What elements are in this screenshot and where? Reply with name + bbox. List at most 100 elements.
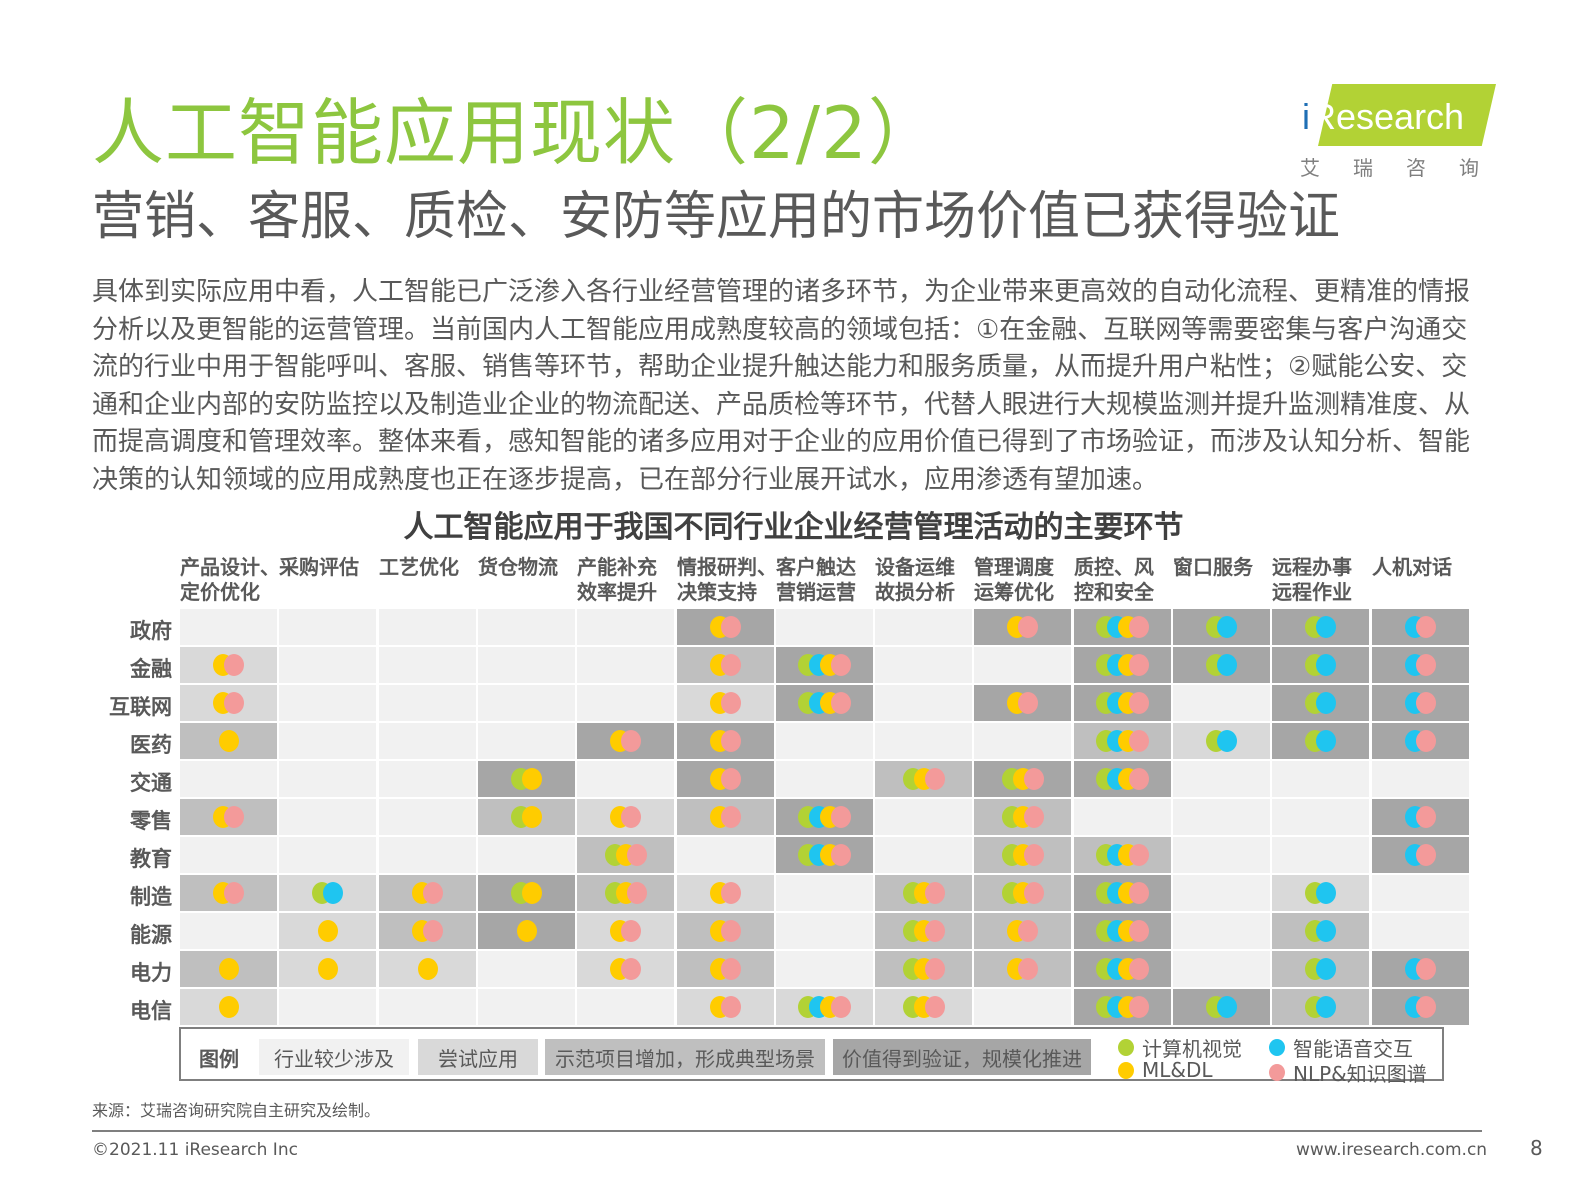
voice-dot-icon xyxy=(1316,730,1337,752)
nlp-dot-icon xyxy=(621,920,642,942)
matrix-cell xyxy=(279,913,377,949)
matrix-cell xyxy=(1372,761,1470,797)
nlp-dot-icon xyxy=(626,882,647,904)
nlp-dot-icon xyxy=(224,806,245,828)
matrix-cell xyxy=(1272,951,1370,987)
voice-dot-icon xyxy=(1316,616,1337,638)
nlp-dot-icon xyxy=(721,654,742,676)
nlp-dot-icon xyxy=(721,730,742,752)
website-link[interactable]: www.iresearch.com.cn xyxy=(1296,1140,1488,1160)
matrix-cell xyxy=(1074,761,1172,797)
legend-tech-cv: 计算机视觉 xyxy=(1118,1033,1242,1062)
column-header: 人机对话 xyxy=(1372,555,1452,579)
voice-dot-icon xyxy=(1217,996,1238,1018)
matrix-cell xyxy=(478,761,576,797)
nlp-dot-icon xyxy=(621,806,642,828)
legend-level-rare: 行业较少涉及 xyxy=(259,1039,409,1075)
voice-dot-icon xyxy=(1217,616,1238,638)
matrix-cell xyxy=(379,647,477,683)
matrix-cell xyxy=(1074,875,1172,911)
matrix-cell xyxy=(677,761,775,797)
nlp-dot-icon xyxy=(1416,730,1437,752)
matrix-cell xyxy=(974,761,1072,797)
matrix-cell xyxy=(180,951,278,987)
legend-tech-nlp: NLP&知识图谱 xyxy=(1269,1058,1427,1087)
nlp-dot-icon xyxy=(1129,616,1150,638)
matrix-cell xyxy=(1173,913,1271,949)
matrix-cell xyxy=(1372,609,1470,645)
ml-dl-dot-icon xyxy=(218,958,239,980)
legend-title: 图例 xyxy=(199,1047,239,1071)
matrix-cell xyxy=(1372,647,1470,683)
matrix-cell xyxy=(1372,723,1470,759)
nlp-dot-icon xyxy=(224,882,245,904)
matrix-cell xyxy=(379,837,477,873)
matrix-cell xyxy=(1173,837,1271,873)
nlp-dot-icon xyxy=(1023,768,1044,790)
matrix-cell xyxy=(1074,989,1172,1025)
column-header: 管理调度 运筹优化 xyxy=(974,555,1054,604)
nlp-dot-icon xyxy=(721,958,742,980)
matrix-cell xyxy=(1074,647,1172,683)
legend-level-trial: 尝试应用 xyxy=(418,1039,538,1075)
matrix-cell xyxy=(180,837,278,873)
matrix-cell xyxy=(1272,799,1370,835)
matrix-cell xyxy=(1372,951,1470,987)
legend: 图例 行业较少涉及 尝试应用 示范项目增加，形成典型场景 价值得到验证，规模化推… xyxy=(179,1027,1444,1086)
matrix-cell xyxy=(379,875,477,911)
voice-dot-icon xyxy=(323,882,344,904)
nlp-dot-icon xyxy=(831,692,852,714)
matrix-cell xyxy=(974,723,1072,759)
nlp-dot-icon xyxy=(224,692,245,714)
matrix-cell xyxy=(478,685,576,721)
voice-dot-icon xyxy=(1316,958,1337,980)
logo-banner xyxy=(1318,84,1496,146)
row-label: 交通 xyxy=(130,771,172,795)
green-dot-icon xyxy=(1118,1039,1134,1056)
matrix-cell xyxy=(875,761,973,797)
matrix-cell xyxy=(677,685,775,721)
nlp-dot-icon xyxy=(1416,692,1437,714)
matrix-cell xyxy=(875,799,973,835)
body-line: 具体到实际应用中看，人工智能已广泛渗入各行业经营管理的诸多环节，为企业带来更高效… xyxy=(92,277,1471,307)
matrix-cell xyxy=(1272,989,1370,1025)
matrix-cell xyxy=(1372,799,1470,835)
matrix-cell xyxy=(1372,989,1470,1025)
nlp-dot-icon xyxy=(1129,882,1150,904)
matrix-cell xyxy=(279,837,377,873)
nlp-dot-icon xyxy=(721,616,742,638)
nlp-dot-icon xyxy=(1129,654,1150,676)
voice-dot-icon xyxy=(1316,692,1337,714)
matrix-cell xyxy=(1074,609,1172,645)
matrix-cell xyxy=(1272,723,1370,759)
nlp-dot-icon xyxy=(924,768,945,790)
matrix-cell xyxy=(379,609,477,645)
matrix-cell xyxy=(776,989,874,1025)
matrix-cell xyxy=(478,875,576,911)
matrix-cell xyxy=(875,837,973,873)
matrix-cell xyxy=(379,913,477,949)
ml-dl-dot-icon xyxy=(317,920,338,942)
matrix-cell xyxy=(180,913,278,949)
matrix-cell xyxy=(1074,799,1172,835)
matrix-cell xyxy=(279,609,377,645)
nlp-dot-icon xyxy=(1129,920,1150,942)
matrix-cell xyxy=(974,913,1072,949)
matrix-cell xyxy=(577,951,675,987)
matrix-cell xyxy=(1372,875,1470,911)
matrix-cell xyxy=(1272,837,1370,873)
matrix-cell xyxy=(577,799,675,835)
logo-chinese-name: 艾瑞咨询 xyxy=(1300,156,1512,180)
matrix-cell xyxy=(776,875,874,911)
matrix-cell xyxy=(478,989,576,1025)
voice-dot-icon xyxy=(1316,996,1337,1018)
nlp-dot-icon xyxy=(1416,616,1437,638)
body-line: 决策的认知领域的应用成熟度也正在逐步提高，已在部分行业展开试水，应用渗透有望加速… xyxy=(92,464,1159,495)
matrix-cell xyxy=(776,609,874,645)
nlp-dot-icon xyxy=(831,806,852,828)
nlp-dot-icon xyxy=(1416,806,1437,828)
chart-title: 人工智能应用于我国不同行业企业经营管理活动的主要环节 xyxy=(403,510,1184,545)
matrix-cell xyxy=(180,723,278,759)
matrix-cell xyxy=(577,609,675,645)
nlp-dot-icon xyxy=(1129,958,1150,980)
